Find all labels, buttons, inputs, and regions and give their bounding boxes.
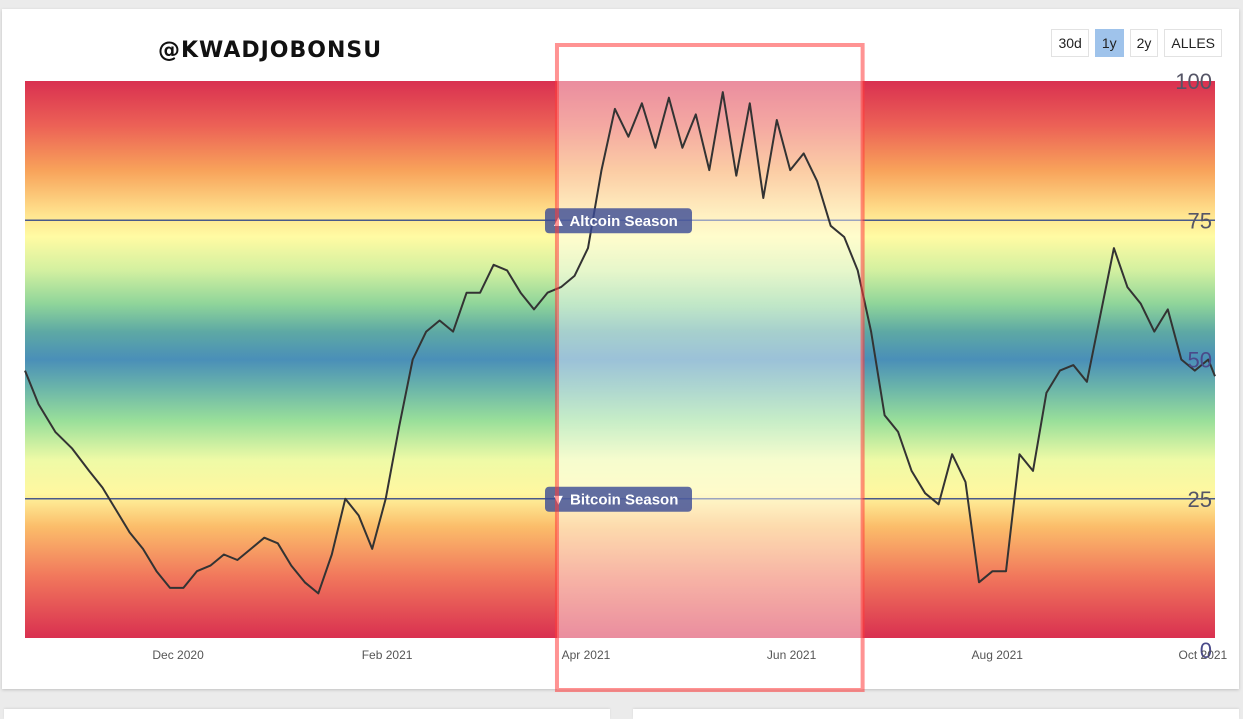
y-axis-ticks: 100 75 50 25 0 xyxy=(1175,69,1212,663)
threshold-label-layer: ▲ Altcoin Season ▼ Bitcoin Season xyxy=(545,208,692,512)
y-tick-label: 25 xyxy=(1188,487,1212,512)
threshold-label-text: ▲ Altcoin Season xyxy=(551,213,678,230)
x-tick-label: Feb 2021 xyxy=(362,648,413,662)
y-tick-label: 75 xyxy=(1188,208,1212,233)
range-button-1y[interactable]: 1y xyxy=(1094,29,1124,57)
threshold-label-box xyxy=(545,208,692,234)
x-tick-label: Aug 2021 xyxy=(972,648,1024,662)
threshold-label-box xyxy=(545,486,692,512)
y-tick-label: 100 xyxy=(1175,69,1212,94)
card-stub-right xyxy=(633,709,1239,719)
card-stub-left xyxy=(4,709,610,719)
plot-background xyxy=(25,81,1215,638)
range-button-30d[interactable]: 30d xyxy=(1051,29,1089,57)
x-tick-label: Dec 2020 xyxy=(152,648,204,662)
highlight-border-layer xyxy=(554,43,865,692)
highlight-region-border xyxy=(554,43,865,692)
threshold-label-25: ▼ Bitcoin Season xyxy=(545,486,692,512)
y-tick-label: 0 xyxy=(1200,638,1212,663)
threshold-label-text: ▼ Bitcoin Season xyxy=(551,491,678,508)
x-tick-label: Jun 2021 xyxy=(767,648,817,662)
x-tick-label: Apr 2021 xyxy=(562,648,611,662)
threshold-label-75: ▲ Altcoin Season xyxy=(545,208,692,234)
x-tick-label: Oct 2021 xyxy=(1179,648,1228,662)
series-line xyxy=(24,91,1216,595)
highlight-fill-layer xyxy=(556,45,863,690)
series-layer xyxy=(24,91,1216,595)
range-button-alles[interactable]: ALLES xyxy=(1164,29,1222,57)
range-button-2y[interactable]: 2y xyxy=(1129,29,1159,57)
range-selector: 30d 1y 2y ALLES xyxy=(1051,29,1222,57)
y-tick-label: 50 xyxy=(1188,348,1212,373)
watermark-text: @KWADJOBONSU xyxy=(158,38,383,63)
highlight-region-fill xyxy=(556,45,863,690)
x-axis-ticks: Dec 2020 Feb 2021 Apr 2021 Jun 2021 Aug 2021… xyxy=(152,648,1227,662)
